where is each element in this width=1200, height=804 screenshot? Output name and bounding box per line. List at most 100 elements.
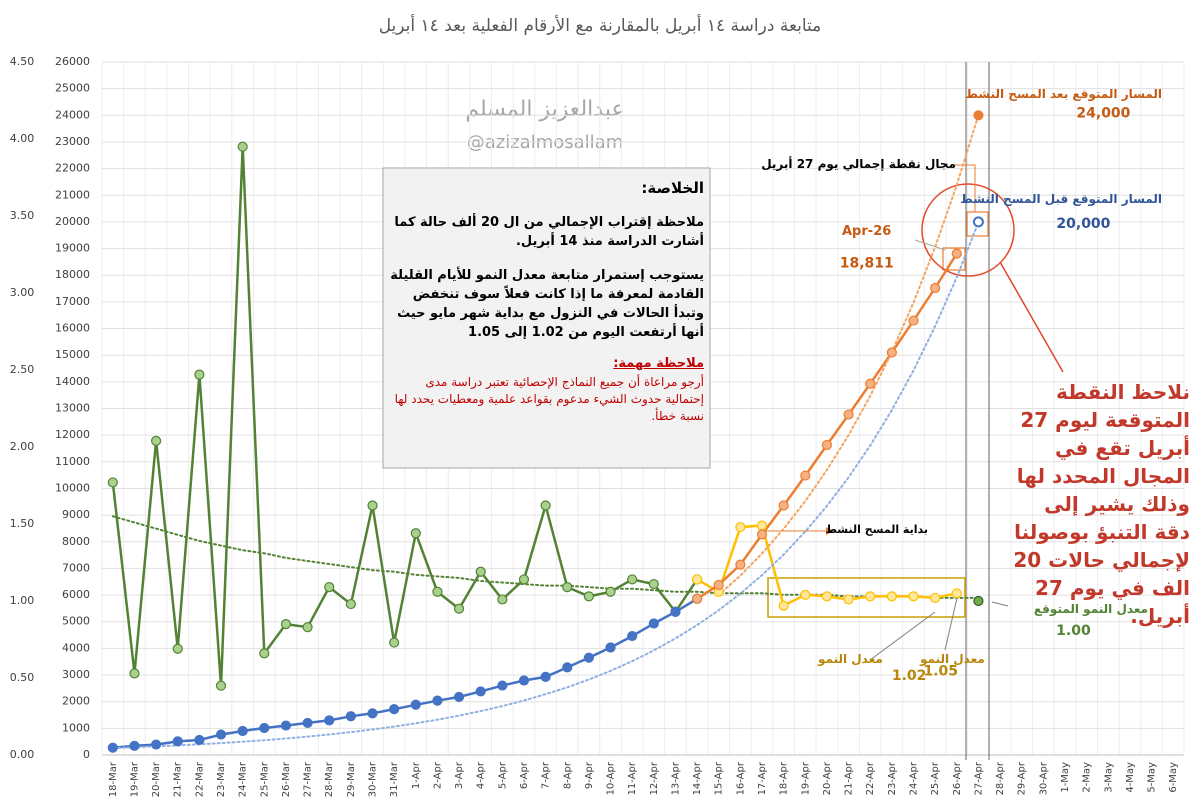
point (605, 642, 616, 653)
x-tick-label: 15-Apr (714, 761, 725, 795)
y2-tick-label: 19000 (55, 242, 90, 255)
x-tick-label: 22-Apr (865, 761, 876, 795)
point (973, 110, 984, 121)
point (345, 711, 356, 722)
annotation: معدل النمو (920, 652, 985, 666)
point (518, 574, 530, 585)
point (107, 742, 118, 753)
point (735, 559, 746, 570)
summary-text: يستوجب إستمرار متابعة معدل النمو للأيام … (390, 268, 704, 340)
watermark: @azizalmosallam (467, 132, 623, 153)
x-tick-label: 9-Apr (584, 761, 595, 789)
x-tick-label: 10-Apr (606, 761, 617, 795)
point (497, 680, 508, 691)
y2-tick-label: 0 (83, 748, 90, 761)
point (951, 248, 962, 259)
x-tick-label: 31-Mar (389, 761, 400, 797)
range-box (966, 211, 989, 237)
y2-tick-label: 5000 (62, 615, 90, 628)
x-tick-label: 2-Apr (432, 761, 443, 789)
connector (955, 164, 976, 212)
y-tick-label: 1.50 (10, 517, 35, 530)
y-tick-label: 4.00 (10, 132, 35, 145)
x-tick-label: 5-Apr (497, 761, 508, 789)
x-tick-label: 18-Mar (108, 761, 119, 797)
point (367, 708, 378, 719)
point (821, 439, 833, 451)
point (410, 699, 421, 710)
point (930, 592, 941, 604)
y-tick-label: 4.50 (10, 55, 35, 68)
x-tick-label: 23-Mar (216, 761, 227, 797)
y2-tick-label: 6000 (62, 588, 90, 601)
point (324, 715, 335, 726)
series-line (112, 597, 698, 749)
point (930, 282, 941, 294)
connector (869, 611, 936, 661)
x-tick-label: 17-Apr (757, 761, 768, 795)
trend-line (111, 221, 980, 750)
point (432, 695, 443, 706)
point (302, 717, 313, 729)
value-label: 20,000 (1056, 216, 1110, 232)
connector (999, 261, 1064, 373)
point (865, 591, 876, 602)
x-tick-label: 24-Mar (238, 761, 249, 797)
point (951, 588, 962, 599)
connector (944, 597, 958, 651)
y-tick-label: 3.50 (10, 209, 35, 222)
point (215, 729, 227, 740)
x-tick-label: 27-Apr (973, 761, 984, 795)
point (432, 586, 443, 597)
x-tick-label: 7-Apr (541, 761, 552, 789)
x-tick-label: 3-Apr (454, 761, 465, 789)
point (778, 600, 789, 611)
annotation: 26-Apr (842, 224, 892, 239)
y2-tick-label: 16000 (55, 322, 90, 335)
summary: الخلاصة: ملاحظة إقتراب الإجمالي من ال 20… (388, 178, 704, 426)
point (583, 591, 595, 602)
x-tick-label: 30-Apr (1038, 761, 1049, 795)
point (800, 589, 811, 600)
point (648, 578, 659, 590)
x-tick-label: 18-Apr (779, 761, 790, 795)
point (194, 369, 205, 380)
point (475, 686, 486, 697)
y2-tick-label: 21000 (55, 188, 90, 201)
point (908, 591, 919, 602)
x-tick-label: 5-May (1147, 762, 1158, 793)
point (453, 603, 465, 614)
annotation: المسار المتوقع قبل المسح النشط (960, 192, 1162, 206)
x-tick-label: 26-Apr (952, 761, 963, 795)
y2-tick-label: 23000 (55, 135, 90, 148)
annotation: بداية المسح النشط (825, 523, 928, 536)
y-tick-label: 3.00 (10, 286, 35, 299)
x-tick-label: 4-May (1125, 762, 1136, 793)
point (778, 500, 789, 511)
x-tick-label: 1-May (1060, 762, 1071, 793)
point (540, 500, 551, 511)
point (129, 740, 140, 751)
y2-tick-label: 17000 (55, 295, 90, 308)
point (151, 739, 162, 750)
x-tick-label: 6-May (1168, 762, 1179, 793)
x-tick-label: 14-Apr (692, 761, 703, 795)
y2-tick-label: 24000 (55, 108, 90, 121)
point (691, 593, 703, 604)
y2-tick-label: 25000 (55, 82, 90, 95)
y-tick-label: 0.00 (10, 748, 35, 761)
point (562, 582, 573, 593)
point (259, 722, 270, 734)
point (172, 736, 183, 747)
x-tick-label: 28-Mar (324, 761, 335, 797)
point (237, 141, 248, 152)
y-tick-label: 2.00 (10, 440, 35, 453)
annotation: معدل النمو المتوقع (1033, 602, 1148, 616)
point (345, 598, 356, 610)
y2-tick-label: 20000 (55, 215, 90, 228)
y2-tick-label: 12000 (55, 428, 90, 441)
y2-tick-label: 26000 (55, 55, 90, 68)
value-label: 1.02 (892, 668, 927, 684)
arrowhead (826, 527, 834, 535)
conclusion: نلاحظ النقطة المتوقعة ليوم 27 أبريل تقع … (1013, 380, 1190, 628)
